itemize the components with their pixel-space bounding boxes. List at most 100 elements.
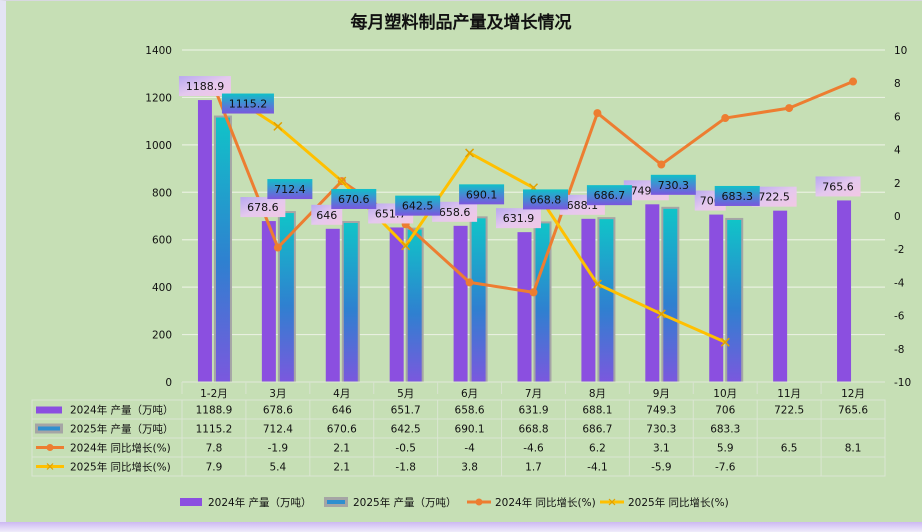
y-right-tick-label: -4 [894, 277, 905, 289]
x-category-label: 10月 [713, 388, 737, 400]
data-label-2024: 631.9 [496, 208, 541, 229]
x-category-label: 4月 [333, 388, 350, 400]
legend-item: 2024年 产量（万吨） [180, 496, 312, 509]
table-cell: 7.9 [206, 462, 223, 474]
growth-2025-point [337, 176, 347, 186]
y-right-tick-label: -2 [894, 244, 904, 256]
data-label-2024: 722.5 [751, 186, 797, 207]
table-series-name: 2025年 产量（万吨） [70, 423, 174, 436]
table-cell: 749.3 [646, 405, 676, 417]
bar-2024-production [709, 214, 724, 382]
data-label-2025: 690.1 [459, 184, 505, 205]
y-right-tick-label: 0 [894, 211, 901, 223]
legend-key-bar-2025 [38, 426, 60, 431]
y-left-tick-label: 1400 [145, 45, 172, 57]
table-series-name: 2025年 同比增长(%) [70, 461, 171, 474]
chart-title: 每月塑料制品产量及增长情况 [350, 13, 572, 33]
table-cell: 670.6 [327, 424, 357, 436]
data-label-2025: 642.5 [395, 195, 441, 216]
bar-2025-production [663, 208, 678, 382]
table-cell: 646 [332, 405, 352, 417]
y-left-tick-label: 800 [152, 187, 172, 199]
growth-2025-point [720, 337, 730, 347]
table-cell: 631.9 [518, 405, 548, 417]
growth-2025-point [465, 148, 475, 158]
table-series-name: 2024年 产量（万吨） [70, 404, 174, 417]
bar-2024-production [197, 100, 212, 383]
data-label-2025: 730.3 [650, 174, 696, 195]
table-cell: -4.1 [587, 462, 608, 474]
table-cell: 668.8 [518, 424, 548, 436]
svg-text:765.6: 765.6 [822, 180, 854, 193]
legend-item: 2024年 同比增长(%) [467, 496, 596, 509]
growth-2025-point [401, 241, 411, 251]
legend-key-marker-2024 [46, 444, 54, 451]
bar-2024-production [645, 204, 660, 382]
table-cell: 651.7 [391, 405, 421, 417]
data-label-2025: 668.8 [523, 189, 568, 210]
table-cell: -0.5 [395, 443, 416, 455]
table-cell: 658.6 [455, 405, 485, 417]
legend-label: 2024年 产量（万吨） [208, 496, 312, 509]
x-category-label: 3月 [269, 388, 286, 400]
svg-text:631.9: 631.9 [503, 212, 535, 225]
data-label-2025: 686.7 [586, 185, 632, 206]
growth-2024-point [465, 278, 474, 287]
table-cell: 6.5 [781, 443, 798, 455]
svg-text:730.3: 730.3 [658, 179, 690, 192]
bar-2025-production [279, 213, 294, 382]
bar-2024-production [517, 232, 532, 382]
svg-text:670.6: 670.6 [338, 193, 370, 206]
svg-text:642.5: 642.5 [402, 200, 434, 213]
bar-2024-production [325, 228, 340, 382]
bar-2024-production [581, 218, 596, 382]
table-cell: 1.7 [525, 462, 542, 474]
table-cell: -1.9 [268, 443, 289, 455]
table-cell: 683.3 [710, 424, 740, 436]
table-cell: 5.9 [717, 443, 734, 455]
growth-2024-point [657, 160, 666, 169]
x-category-label: 6月 [461, 388, 478, 400]
data-label-2024: 765.6 [815, 176, 861, 197]
y-left-tick-label: 1200 [145, 92, 172, 104]
data-label-2024: 658.6 [432, 201, 478, 222]
svg-text:658.6: 658.6 [439, 206, 471, 219]
x-category-label: 5月 [397, 388, 414, 400]
legend-swatch [180, 498, 202, 506]
bar-2025-production [535, 223, 550, 382]
table-cell: 722.5 [774, 405, 804, 417]
table-cell: 7.8 [206, 443, 223, 455]
bar-2025-production [599, 219, 614, 382]
table-cell: 765.6 [838, 405, 868, 417]
table-cell: -7.6 [715, 462, 736, 474]
svg-text:646: 646 [316, 209, 337, 222]
legend-swatch [327, 500, 345, 504]
bottom-border-strip [0, 522, 922, 532]
table-series-name: 2024年 同比增长(%) [70, 442, 171, 455]
y-left-tick-label: 200 [152, 330, 172, 342]
table-cell: -1.8 [395, 462, 416, 474]
y-right-tick-label: -6 [894, 311, 905, 323]
growth-2024-point [849, 77, 858, 86]
bar-2025-production [215, 117, 230, 383]
growth-2025-point [592, 279, 602, 289]
svg-text:686.7: 686.7 [594, 189, 626, 202]
y-right-tick-label: -8 [894, 344, 904, 356]
table-cell: 642.5 [391, 424, 421, 436]
table-cell: 8.1 [845, 443, 862, 455]
legend-item: 2025年 同比增长(%) [600, 496, 729, 509]
table-cell: 678.6 [263, 405, 293, 417]
table-cell: 730.3 [646, 424, 676, 436]
table-cell: -5.9 [651, 462, 672, 474]
y-left-tick-label: 600 [152, 235, 172, 247]
y-left-tick-label: 1000 [145, 140, 172, 152]
y-right-tick-label: -10 [894, 377, 911, 389]
bar-2025-production [343, 222, 358, 382]
svg-text:668.8: 668.8 [530, 193, 562, 206]
legend-label: 2024年 同比增长(%) [495, 496, 596, 509]
bar-2025-production [727, 219, 742, 382]
table-cell: -4 [464, 443, 475, 455]
table-cell: 688.1 [582, 405, 612, 417]
bar-2024-production [389, 227, 404, 382]
